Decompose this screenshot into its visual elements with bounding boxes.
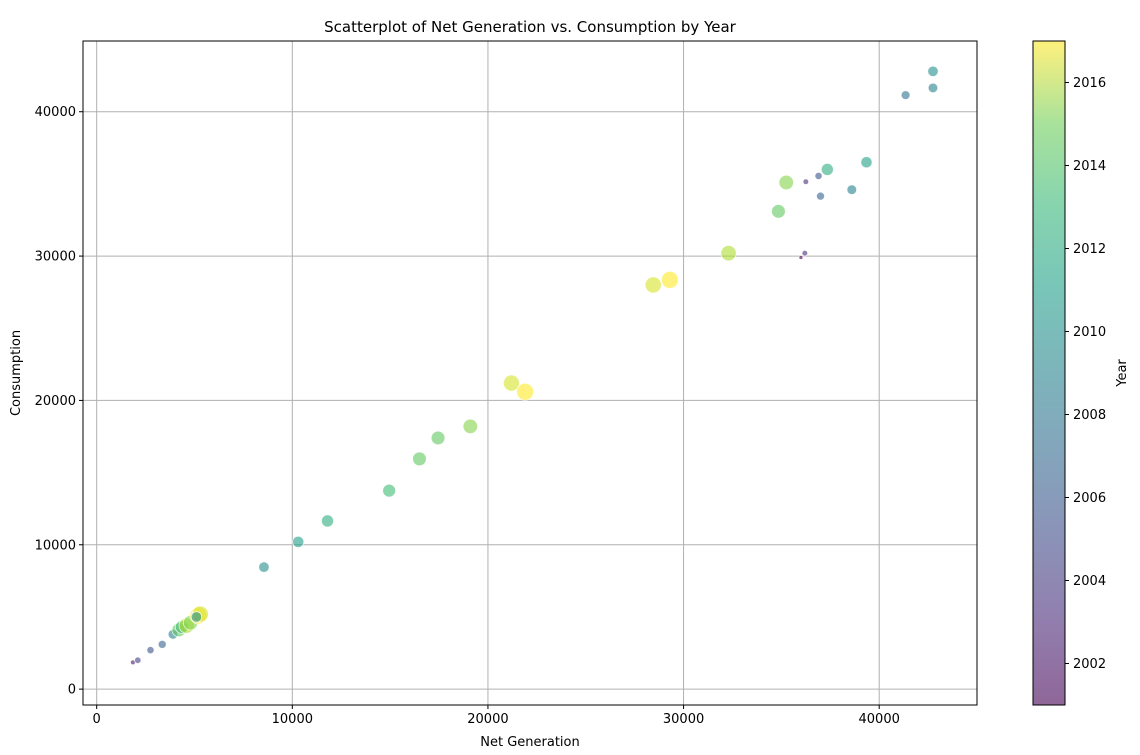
- y-tick-label: 0: [68, 683, 76, 698]
- x-axis-label: Net Generation: [480, 735, 579, 750]
- grid-lines: [83, 41, 977, 705]
- data-point: [146, 646, 155, 655]
- data-point: [846, 184, 858, 195]
- data-point: [820, 163, 834, 176]
- x-tick-label: 30000: [663, 712, 704, 727]
- data-point: [771, 204, 786, 219]
- y-tick-label: 30000: [35, 250, 76, 265]
- data-point: [258, 561, 270, 573]
- data-point: [462, 418, 479, 435]
- chart-title: Scatterplot of Net Generation vs. Consum…: [324, 18, 737, 36]
- x-tick-label: 20000: [467, 712, 508, 727]
- colorbar-label: Year: [1115, 359, 1130, 388]
- data-point: [801, 249, 809, 257]
- data-point: [927, 82, 939, 94]
- data-point: [430, 430, 446, 446]
- data-points: [130, 65, 939, 666]
- plot-frame: [82, 40, 978, 706]
- colorbar-ticks: 2002 2004 2006 2008 2010 2012 2014 2016: [1065, 76, 1106, 672]
- colorbar-tick-label: 2006: [1073, 491, 1106, 506]
- data-point: [382, 483, 397, 498]
- x-tick-label: 0: [93, 712, 101, 727]
- y-tick-label: 40000: [35, 105, 76, 120]
- data-point: [927, 65, 939, 77]
- colorbar-tick-label: 2010: [1073, 325, 1106, 340]
- colorbar-tick-label: 2012: [1073, 242, 1106, 257]
- plot-area: [83, 41, 977, 705]
- data-point: [190, 611, 203, 623]
- y-tick-label: 10000: [35, 538, 76, 553]
- y-axis-label: Consumption: [9, 330, 24, 416]
- data-point: [644, 276, 662, 294]
- colorbar-tick-label: 2004: [1073, 574, 1106, 589]
- data-point: [292, 535, 305, 548]
- colorbar: 2002 2004 2006 2008 2010 2012 2014 2016 Year: [1032, 40, 1130, 706]
- x-axis: 0 10000 20000 30000 40000: [93, 705, 900, 727]
- colorbar-tick-label: 2016: [1073, 76, 1106, 91]
- data-point: [660, 270, 679, 289]
- y-tick-label: 20000: [35, 394, 76, 409]
- data-point: [816, 191, 825, 201]
- data-point: [157, 639, 167, 649]
- data-point: [778, 174, 794, 191]
- data-point: [134, 656, 142, 664]
- data-point: [798, 255, 804, 260]
- colorbar-tick-label: 2008: [1073, 408, 1106, 423]
- data-point: [860, 156, 873, 169]
- x-tick-label: 40000: [859, 712, 900, 727]
- data-point: [814, 171, 823, 180]
- data-point: [720, 245, 737, 262]
- colorbar-gradient: [1033, 41, 1065, 705]
- colorbar-tick-label: 2002: [1073, 657, 1106, 672]
- y-axis: 0 10000 20000 30000 40000: [35, 105, 83, 698]
- data-point: [516, 382, 535, 401]
- data-point: [502, 374, 520, 392]
- data-point: [321, 514, 334, 528]
- colorbar-frame: [1032, 40, 1066, 706]
- x-tick-label: 10000: [272, 712, 313, 727]
- data-point: [412, 451, 427, 467]
- data-point: [802, 178, 810, 185]
- colorbar-tick-label: 2014: [1073, 159, 1106, 174]
- data-point: [900, 90, 911, 100]
